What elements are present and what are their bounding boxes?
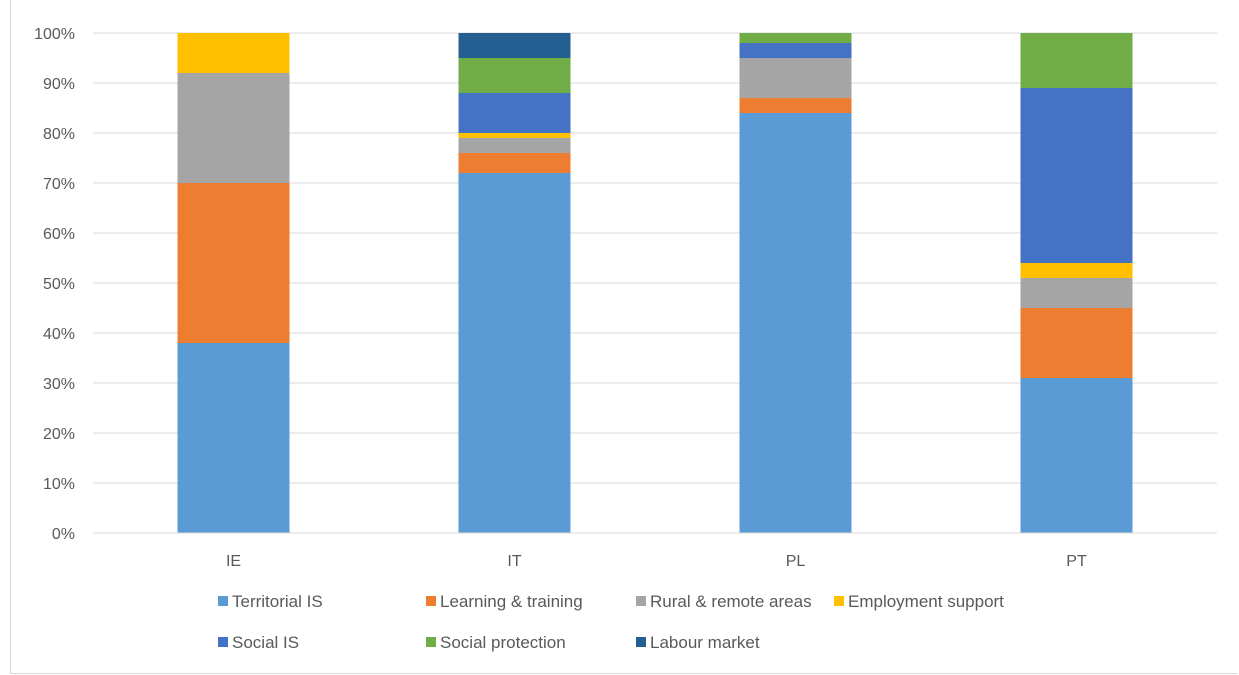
legend: Territorial IS Learning & training Rural &… bbox=[218, 592, 1004, 652]
legend-label: Social protection bbox=[440, 633, 566, 652]
legend-label: Territorial IS bbox=[232, 592, 323, 611]
legend-label: Social IS bbox=[232, 633, 299, 652]
y-tick-label: 80% bbox=[43, 126, 75, 143]
bar-segment-pt-0 bbox=[1020, 378, 1133, 533]
legend-swatch bbox=[218, 637, 228, 647]
legend-label: Labour market bbox=[650, 633, 760, 652]
x-tick-label: PL bbox=[786, 553, 806, 570]
x-tick-label: IE bbox=[226, 553, 241, 570]
bar-segment-it-6 bbox=[458, 33, 571, 58]
bar-segment-pt-5 bbox=[1020, 33, 1133, 88]
bar-segment-it-0 bbox=[458, 173, 571, 533]
legend-swatch bbox=[426, 596, 436, 606]
bar-segment-ie-2 bbox=[177, 73, 290, 183]
y-axis: 0% 10% 20% 30% 40% 50% 60% 70% 80% 90% 100% bbox=[34, 26, 75, 543]
bar-segment-ie-3 bbox=[177, 33, 290, 73]
bar-segment-pt-2 bbox=[1020, 278, 1133, 308]
bar-segment-pl-0 bbox=[739, 113, 852, 533]
y-tick-label: 30% bbox=[43, 376, 75, 393]
bar-segment-pl-1 bbox=[739, 98, 852, 113]
y-tick-label: 90% bbox=[43, 76, 75, 93]
legend-swatch bbox=[636, 637, 646, 647]
x-axis: IE IT PL PT bbox=[93, 532, 1217, 570]
bar-segment-it-5 bbox=[458, 58, 571, 93]
bar-segment-pl-4 bbox=[739, 43, 852, 58]
bar-segment-ie-1 bbox=[177, 183, 290, 343]
bar-segment-it-1 bbox=[458, 153, 571, 173]
x-tick-label: PT bbox=[1066, 553, 1087, 570]
y-tick-label: 70% bbox=[43, 176, 75, 193]
y-tick-label: 20% bbox=[43, 426, 75, 443]
bars bbox=[177, 33, 1133, 533]
y-tick-label: 10% bbox=[43, 476, 75, 493]
bar-segment-it-3 bbox=[458, 133, 571, 138]
x-tick-label: IT bbox=[507, 553, 521, 570]
y-tick-label: 100% bbox=[34, 26, 75, 43]
y-tick-label: 60% bbox=[43, 226, 75, 243]
bar-segment-it-2 bbox=[458, 138, 571, 153]
y-tick-label: 0% bbox=[52, 526, 75, 543]
legend-label: Employment support bbox=[848, 592, 1004, 611]
legend-label: Learning & training bbox=[440, 592, 583, 611]
bar-segment-ie-0 bbox=[177, 343, 290, 533]
legend-swatch bbox=[426, 637, 436, 647]
bar-segment-pl-2 bbox=[739, 58, 852, 98]
chart-frame bbox=[10, 0, 1238, 674]
bar-segment-pl-5 bbox=[739, 33, 852, 43]
bar-segment-pt-4 bbox=[1020, 88, 1133, 263]
bar-segment-it-4 bbox=[458, 93, 571, 133]
legend-swatch bbox=[218, 596, 228, 606]
legend-label: Rural & remote areas bbox=[650, 592, 812, 611]
y-tick-label: 40% bbox=[43, 326, 75, 343]
legend-swatch bbox=[834, 596, 844, 606]
bar-segment-pt-3 bbox=[1020, 263, 1133, 278]
y-tick-label: 50% bbox=[43, 276, 75, 293]
legend-swatch bbox=[636, 596, 646, 606]
bar-segment-pt-1 bbox=[1020, 308, 1133, 378]
